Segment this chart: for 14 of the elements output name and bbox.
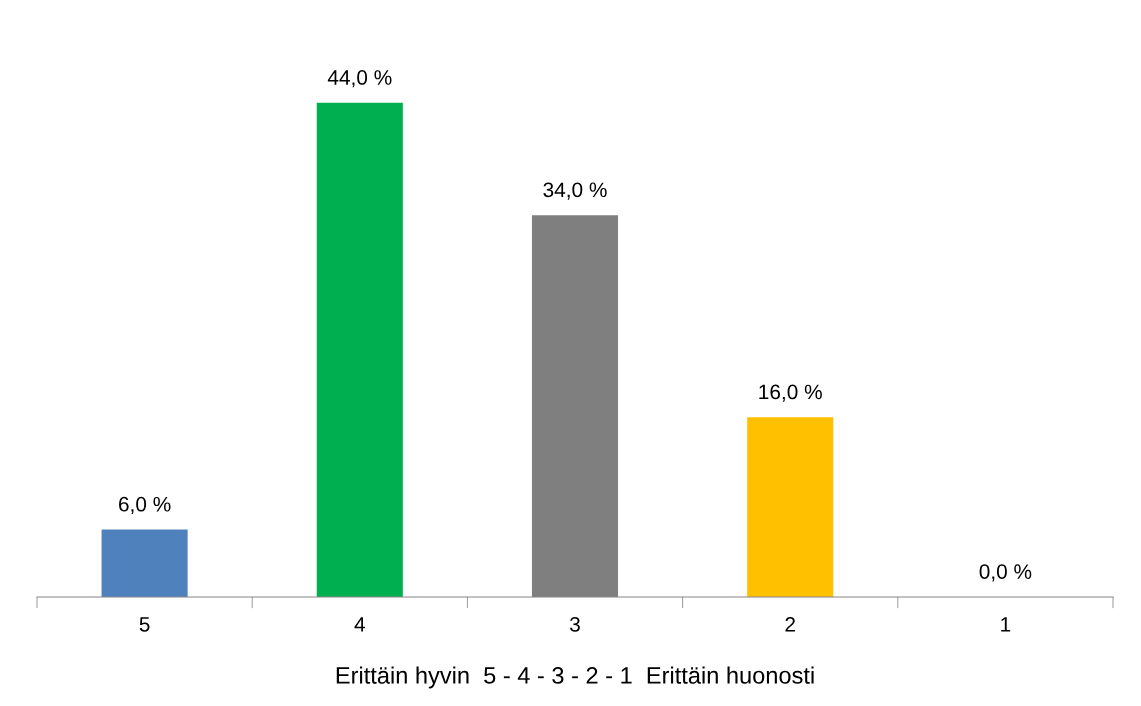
data-label: 16,0 % — [759, 384, 822, 402]
data-label: 6,0 % — [119, 496, 171, 515]
x-tick-label: 3 — [570, 616, 580, 632]
bar — [101, 529, 188, 597]
x-tick-label: 2 — [785, 616, 795, 632]
x-tick-label: 1 — [1001, 617, 1011, 632]
x-tick-label: 4 — [354, 617, 365, 632]
data-label: 0,0 % — [979, 564, 1032, 582]
data-label: 44,0 % — [327, 70, 392, 88]
bar — [747, 417, 834, 597]
x-axis-title: Erittäin hyvin 5 - 4 - 3 - 2 - 1 Erittäin huonosti — [336, 666, 814, 689]
data-label: 34,0 % — [543, 182, 607, 200]
bar — [316, 102, 403, 597]
x-tick-label: 5 — [139, 617, 150, 632]
